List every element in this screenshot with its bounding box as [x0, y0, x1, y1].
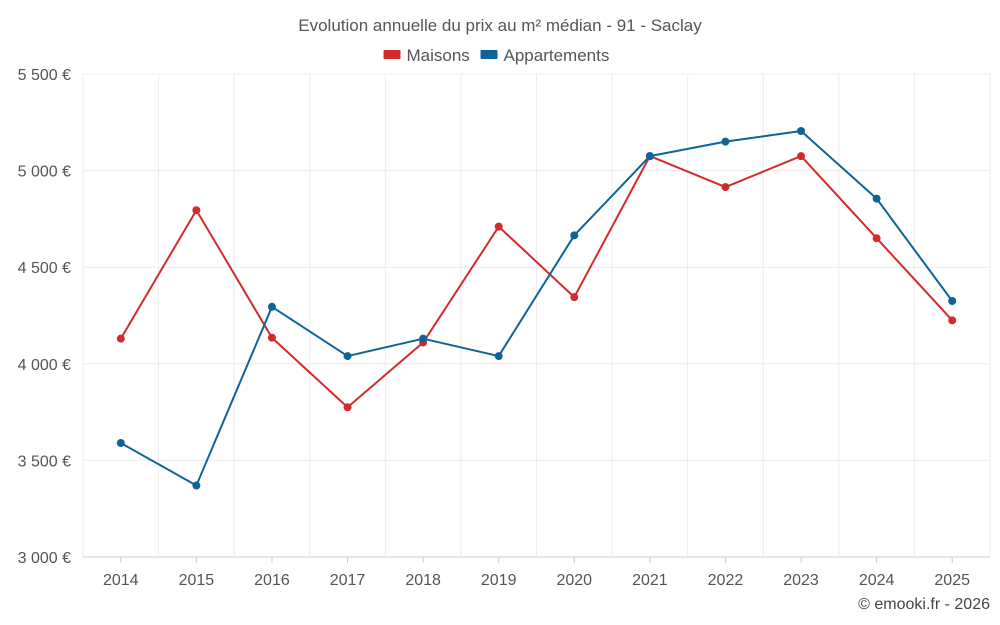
data-point-appartements[interactable]	[948, 297, 957, 306]
legend-swatch	[383, 50, 401, 59]
credit-text: © emooki.fr - 2026	[858, 596, 990, 613]
legend-swatch	[480, 50, 498, 59]
series-line-appartements[interactable]	[120, 129, 954, 487]
series	[116, 126, 957, 490]
data-point-maisons[interactable]	[570, 293, 579, 302]
data-point-appartements[interactable]	[797, 126, 806, 135]
legend-label: Maisons	[407, 46, 470, 65]
data-point-maisons[interactable]	[872, 234, 881, 243]
x-tick-label: 2014	[103, 572, 139, 589]
x-tick-label: 2018	[405, 572, 441, 589]
chart-title: Evolution annuelle du prix au m² médian …	[298, 16, 702, 35]
data-point-appartements[interactable]	[645, 152, 654, 161]
data-point-appartements[interactable]	[872, 194, 881, 203]
data-point-maisons[interactable]	[192, 206, 201, 215]
data-point-maisons[interactable]	[797, 152, 806, 161]
data-point-appartements[interactable]	[494, 352, 503, 361]
data-point-appartements[interactable]	[192, 481, 201, 490]
data-point-appartements[interactable]	[570, 231, 579, 240]
x-tick-label: 2017	[330, 572, 366, 589]
data-point-appartements[interactable]	[267, 302, 276, 311]
y-tick-label: 4 500 €	[18, 260, 71, 277]
x-tick-label: 2019	[481, 572, 517, 589]
y-tick-label: 5 500 €	[18, 67, 71, 84]
x-tick-label: 2016	[254, 572, 290, 589]
data-point-appartements[interactable]	[343, 352, 352, 361]
y-tick-label: 5 000 €	[18, 164, 71, 181]
data-point-appartements[interactable]	[721, 137, 730, 146]
axes: 3 000 € 3 500 € 4 000 € 4 500 € 5 000 € 5 500…	[18, 67, 970, 589]
data-point-appartements[interactable]	[116, 439, 125, 448]
x-tick-label: 2021	[632, 572, 668, 589]
grid	[82, 73, 991, 558]
legend-item-appartements[interactable]: Appartements	[480, 46, 610, 65]
x-tick-label: 2025	[934, 572, 970, 589]
data-point-maisons[interactable]	[267, 333, 276, 342]
y-tick-label: 4 000 €	[18, 357, 71, 374]
legend-item-maisons[interactable]: Maisons	[383, 46, 470, 65]
series-line-maisons[interactable]	[119, 155, 953, 409]
x-tick-label: 2023	[783, 572, 819, 589]
data-point-maisons[interactable]	[721, 183, 730, 192]
data-point-appartements[interactable]	[419, 334, 428, 343]
legend-label: Appartements	[504, 46, 610, 65]
x-tick-label: 2015	[179, 572, 215, 589]
data-point-maisons[interactable]	[116, 334, 125, 343]
x-tick-label: 2022	[708, 572, 744, 589]
data-point-maisons[interactable]	[343, 403, 352, 412]
x-tick-label: 2024	[859, 572, 895, 589]
legend[interactable]: Maisons Appartements	[383, 46, 610, 65]
y-tick-label: 3 000 €	[18, 550, 71, 567]
x-tick-label: 2020	[556, 572, 592, 589]
data-point-maisons[interactable]	[494, 222, 503, 231]
data-point-maisons[interactable]	[948, 316, 957, 325]
y-tick-label: 3 500 €	[18, 453, 71, 470]
